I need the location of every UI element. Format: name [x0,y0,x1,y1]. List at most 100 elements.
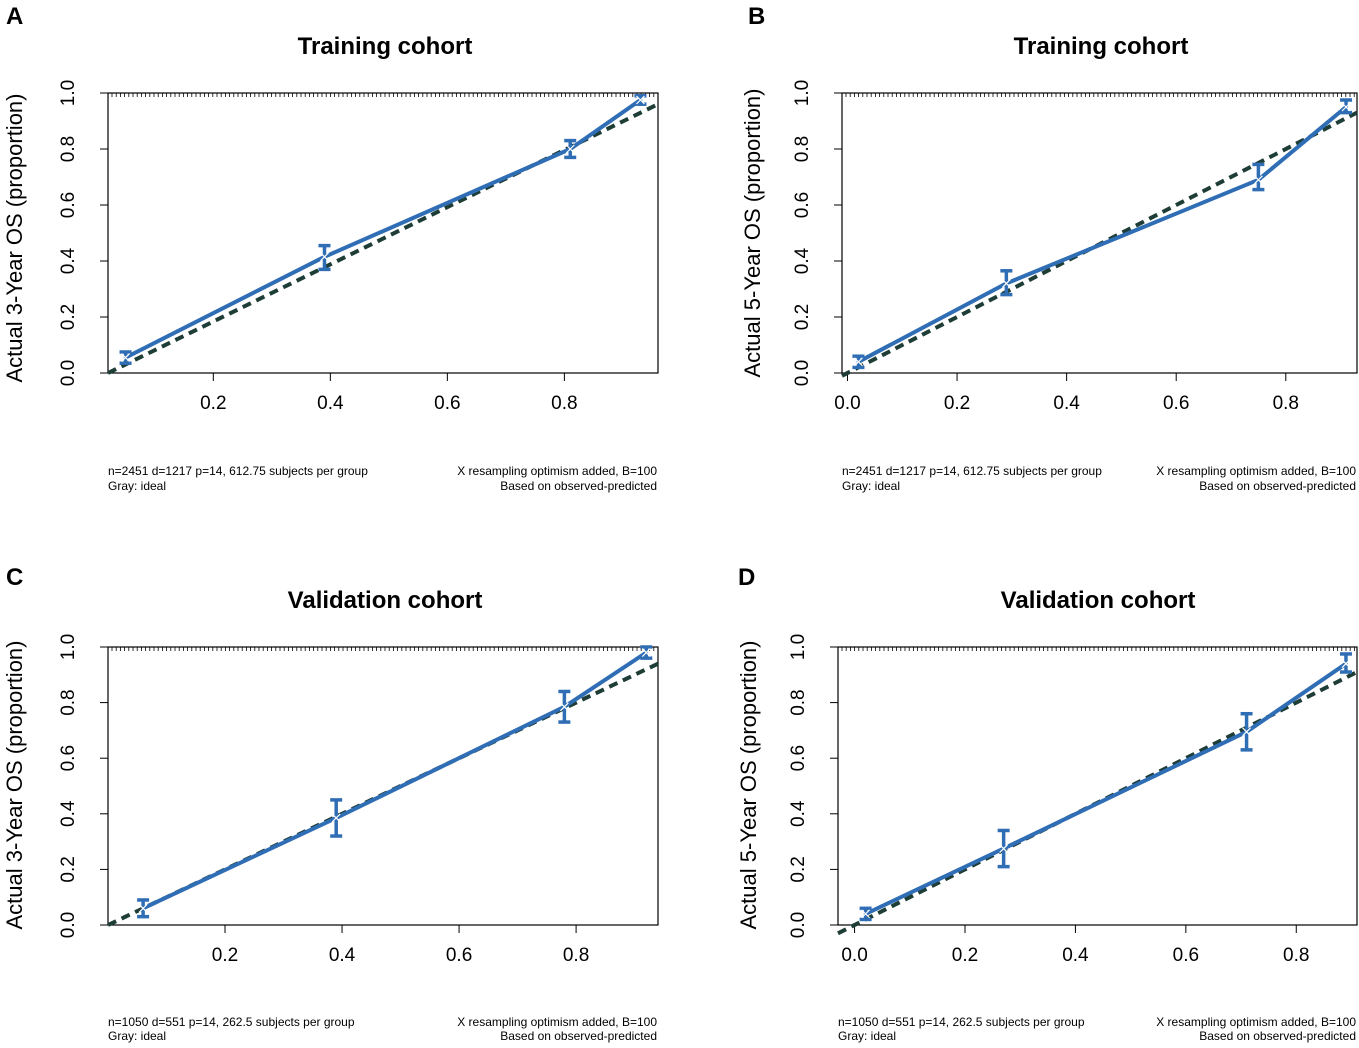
y-tick-label: 0.8 [788,689,809,715]
point-marker [1253,175,1263,185]
y-tick-label: 0.6 [58,745,79,771]
calibration-point [137,898,150,919]
point-marker [1341,659,1351,669]
panel-letter-a: A [6,3,23,30]
y-tick-label: 0.6 [788,745,809,771]
calibration-point [1340,98,1353,115]
footnote-ideal-b: Gray: ideal [842,479,900,493]
top-rug [845,93,1355,97]
plot-area-d: 0.0 0.2 0.4 0.6 0.8 0.0 0.2 0.4 0.6 0.8 1.0 [788,634,1358,966]
footnote-ideal-c: Gray: ideal [108,1029,166,1043]
footnote-sample-c: n=1050 d=551 p=14, 262.5 subjects per gr… [108,1015,355,1029]
point-marker [121,353,130,363]
plot-frame [837,646,1358,926]
plot-frame [841,92,1358,374]
x-tick-label: 0.4 [1062,945,1089,966]
calibration-point [1252,162,1265,192]
footnote-basis-a: Based on observed-predicted [500,479,657,493]
y-tick-label: 0.6 [792,192,813,218]
footnote-basis-d: Based on observed-predicted [1199,1029,1356,1043]
y-tick-label: 1.0 [788,634,809,660]
x-tick-label: 0.0 [834,393,860,414]
chart-title-a: Training cohort [298,33,473,60]
y-tick-label: 0.8 [58,689,79,715]
x-tick-label: 0.6 [446,945,472,966]
point-marker [1341,102,1351,112]
point-marker [636,95,645,105]
x-tick-label: 0.8 [1283,945,1309,966]
calibration-line [142,650,648,911]
calibration-point [997,828,1010,869]
y-tick-label: 0.2 [788,856,809,882]
calibration-point [1240,711,1253,752]
point-marker [999,844,1009,853]
chart-title-c: Validation cohort [288,587,483,614]
point-marker [565,144,575,154]
footnote-resampling-b: X resampling optimism added, B=100 [1156,464,1356,478]
plot-area-a: 0.2 0.4 0.6 0.8 0.0 0.2 0.4 0.6 0.8 1.0 [58,80,659,414]
y-tick-label: 0.8 [58,136,79,162]
y-tick-label: 0.8 [792,136,813,162]
point-marker [331,813,341,823]
y-axis-label-d: Actual 5-Year OS (proportion) [736,641,761,930]
footnote-sample-d: n=1050 d=551 p=14, 262.5 subjects per gr… [838,1015,1085,1029]
y-tick-label: 0.2 [58,856,79,882]
top-rug [111,647,655,651]
panel-a: A Training cohort Actual 3-Year OS (prop… [2,3,659,493]
calibration-point [564,138,577,160]
x-tick-label: 0.2 [944,393,970,414]
plot-area-c: 0.2 0.4 0.6 0.8 0.0 0.2 0.4 0.6 0.8 1.0 [58,634,659,966]
chart-title-b: Training cohort [1014,33,1189,60]
calibration-point [852,354,865,370]
footnote-resampling-c: X resampling optimism added, B=100 [457,1015,657,1029]
panel-letter-b: B [748,3,765,30]
footnote-resampling-d: X resampling optimism added, B=100 [1156,1015,1356,1029]
calibration-point [330,798,343,838]
y-tick-label: 0.2 [58,304,79,330]
calibration-point [119,350,132,365]
y-tick-label: 0.0 [788,912,809,938]
x-tick-label: 0.8 [563,945,589,966]
top-rug [841,647,1355,651]
plot-frame [107,92,659,374]
point-marker [854,357,863,367]
x-tick-label: 0.6 [1163,393,1189,414]
x-tick-label: 0.8 [1273,393,1299,414]
footnote-ideal-d: Gray: ideal [838,1029,896,1043]
x-tick-label: 0.6 [434,393,460,414]
calibration-point [859,906,872,922]
y-tick-label: 0.4 [792,247,813,274]
calibration-point [558,689,571,724]
point-marker [861,909,871,919]
plot-frame [107,646,659,926]
y-tick-label: 0.6 [58,192,79,218]
x-tick-label: 0.4 [1053,393,1080,414]
y-tick-label: 0.0 [58,360,79,386]
y-tick-label: 0.0 [792,360,813,386]
panel-c: C Validation cohort Actual 3-Year OS (pr… [2,564,659,1043]
footnote-resampling-a: X resampling optimism added, B=100 [457,464,657,478]
footnote-sample-b: n=2451 d=1217 p=14, 612.75 subjects per … [842,464,1102,478]
y-axis-label-c: Actual 3-Year OS (proportion) [2,641,27,930]
y-tick-label: 1.0 [58,80,79,106]
calibration-point [318,243,331,272]
x-tick-label: 0.2 [200,393,226,414]
footnote-basis-b: Based on observed-predicted [1199,479,1356,493]
panel-d: D Validation cohort Actual 5-Year OS (pr… [736,564,1358,1043]
panel-b: B Training cohort Actual 5-Year OS (prop… [740,3,1358,493]
calibration-point [634,94,647,106]
point-marker [320,252,329,262]
chart-title-d: Validation cohort [1001,587,1196,614]
point-marker [138,903,148,913]
y-axis-label-b: Actual 5-Year OS (proportion) [740,89,765,378]
point-marker [1001,278,1011,288]
calibration-line [857,105,1348,364]
y-tick-label: 1.0 [792,80,813,106]
y-tick-label: 0.2 [792,304,813,330]
point-marker [1242,727,1251,737]
plot-area-b: 0.0 0.2 0.4 0.6 0.8 0.0 0.2 0.4 0.6 0.8 1.0 [792,80,1358,414]
footnote-basis-c: Based on observed-predicted [500,1029,657,1043]
calibration-point [1339,652,1352,674]
x-tick-label: 0.0 [841,945,867,966]
